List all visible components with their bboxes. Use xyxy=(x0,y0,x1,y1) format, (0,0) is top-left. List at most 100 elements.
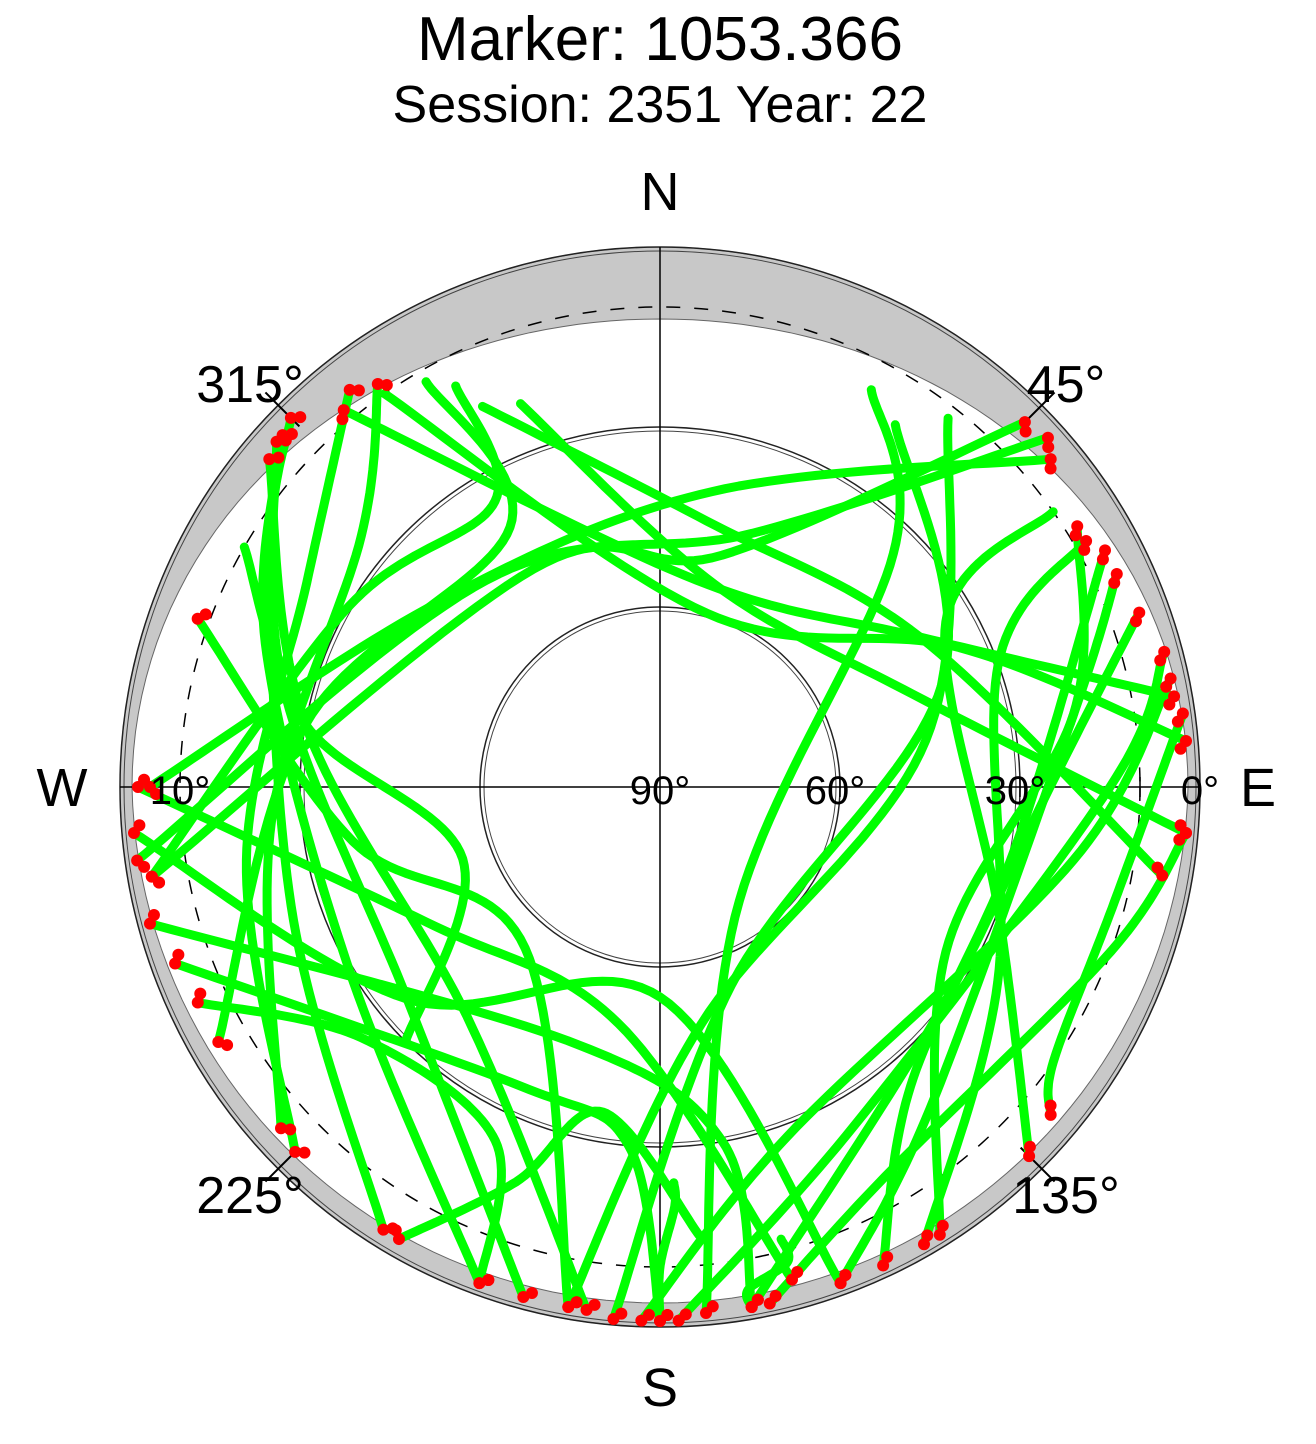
satellite-track-29 xyxy=(145,919,757,1312)
flagged-point-14-2b xyxy=(1023,1140,1036,1153)
flagged-point-3-1 xyxy=(276,429,289,442)
satellite-track-2 xyxy=(264,454,591,1315)
azimuth-label-315: 315° xyxy=(196,356,304,414)
flagged-point-5-2b xyxy=(298,1146,311,1159)
flagged-point-21-1b xyxy=(1163,698,1176,711)
flagged-point-6-2 xyxy=(274,1122,287,1135)
flagged-point-33-2b xyxy=(661,1308,674,1321)
satellite-track-20 xyxy=(1043,709,1188,1120)
elevation-label-0: 10° xyxy=(150,769,211,813)
flagged-point-23-2b xyxy=(706,1300,719,1313)
flagged-point-27-1b xyxy=(133,819,146,832)
azimuth-label-225: 225° xyxy=(196,1167,304,1225)
satellite-track-21 xyxy=(339,405,1179,701)
elevation-label-1: 90° xyxy=(630,769,691,813)
flagged-point-12-1b xyxy=(1019,425,1032,438)
flagged-point-31-2b xyxy=(482,1273,495,1286)
satellite-track-22 xyxy=(380,389,1191,746)
satellite-track-16 xyxy=(836,569,1122,1288)
flagged-point-12-1 xyxy=(1018,416,1031,429)
flagged-point-11-1 xyxy=(1041,431,1054,444)
flagged-point-2-1b xyxy=(272,451,285,464)
flagged-point-6-1 xyxy=(371,377,384,390)
flagged-point-18-1b xyxy=(1154,654,1167,667)
satellite-track-25 xyxy=(563,413,956,1312)
flagged-point-28-1b xyxy=(138,773,151,786)
flagged-point-15-1 xyxy=(1080,535,1093,547)
flagged-point-19-1b xyxy=(1160,680,1173,693)
flagged-point-34-2b xyxy=(751,1293,764,1306)
flagged-point-14-2 xyxy=(1023,1150,1036,1163)
compass-north: N xyxy=(641,162,680,222)
azimuth-label-135: 135° xyxy=(1012,1167,1120,1225)
flagged-point-5-2 xyxy=(289,1145,302,1158)
flagged-point-20-2b xyxy=(1044,1099,1057,1112)
flagged-point-4-1 xyxy=(284,411,297,424)
flagged-point-37-1b xyxy=(1069,529,1082,542)
flagged-point-36-2b xyxy=(570,1296,583,1309)
satellite-track-8 xyxy=(147,381,504,882)
flagged-point-2-1 xyxy=(263,453,276,466)
flagged-point-4-2 xyxy=(377,1223,390,1236)
flagged-point-17-1b xyxy=(1129,615,1142,628)
flagged-point-38-1b xyxy=(1096,553,1109,566)
flagged-point-13-1b xyxy=(1044,462,1057,475)
flagged-point-38-2b xyxy=(881,1250,894,1263)
flagged-point-26-1b xyxy=(1173,833,1186,846)
flagged-point-24-2b xyxy=(615,1307,628,1320)
flagged-point-12-2b xyxy=(153,876,166,889)
satellite-track-35 xyxy=(239,542,470,1047)
elevation-label-4: 0° xyxy=(1181,769,1219,813)
chart-subtitle: Session: 2351 Year: 22 xyxy=(393,76,928,134)
flagged-point-3-1b xyxy=(285,428,298,441)
satellite-track-5 xyxy=(241,385,355,1157)
flagged-point-18-2b xyxy=(679,1308,692,1321)
flagged-point-20-1b xyxy=(1171,715,1184,728)
flagged-point-6-2b xyxy=(284,1123,297,1136)
flagged-point-11-1b xyxy=(1042,441,1055,454)
satellite-track-23 xyxy=(701,385,905,1318)
flagged-point-6-1b xyxy=(380,379,393,392)
flagged-point-26-2b xyxy=(769,1290,782,1303)
flagged-point-38-1 xyxy=(1099,544,1112,557)
flagged-point-27-2b xyxy=(839,1268,852,1281)
compass-east: E xyxy=(1240,758,1276,818)
flagged-point-15-2b xyxy=(921,1229,934,1242)
chart-title: Marker: 1053.366 xyxy=(417,5,903,74)
flagged-point-5-1b xyxy=(352,384,365,397)
azimuth-label-45: 45° xyxy=(1027,356,1106,414)
flagged-point-37-1 xyxy=(1071,520,1084,533)
flagged-point-21-2b xyxy=(336,413,349,426)
elevation-label-3: 30° xyxy=(985,769,1046,813)
satellite-track-34 xyxy=(742,1234,794,1312)
satellite-track-15 xyxy=(919,536,1091,1249)
flagged-point-15-1b xyxy=(1078,543,1091,556)
flagged-point-19-2b xyxy=(642,1308,655,1321)
flagged-point-32-1b xyxy=(389,1224,402,1237)
flagged-point-5-1 xyxy=(343,383,356,396)
satellite-track-4 xyxy=(265,413,388,1235)
flagged-point-7-2b xyxy=(221,1039,234,1052)
flagged-point-31-1b xyxy=(194,987,207,1000)
flagged-point-28-2b xyxy=(791,1265,804,1278)
flagged-point-11-2b xyxy=(138,860,151,873)
flagged-point-22-1b xyxy=(1174,742,1187,755)
flagged-point-1-2b xyxy=(525,1287,538,1300)
satellite-track-38 xyxy=(878,545,1110,1270)
compass-west: W xyxy=(37,758,88,818)
flagged-point-16-1b xyxy=(1108,576,1121,589)
flagged-point-20-2 xyxy=(1044,1108,1057,1121)
satellite-track-36 xyxy=(193,614,573,1312)
flagged-point-4-1b xyxy=(294,411,307,424)
flagged-point-29-1b xyxy=(147,909,160,922)
flagged-point-30-1b xyxy=(172,948,185,961)
satellite-track-31 xyxy=(193,998,506,1288)
flagged-point-13-1 xyxy=(1044,453,1057,466)
satellite-track-37 xyxy=(929,521,1089,1240)
flagged-point-9-2b xyxy=(1151,861,1164,874)
compass-south: S xyxy=(642,1358,678,1418)
flagged-point-2-2b xyxy=(588,1298,601,1311)
flagged-point-21-2 xyxy=(337,404,350,417)
flagged-point-36-1b xyxy=(199,608,212,621)
